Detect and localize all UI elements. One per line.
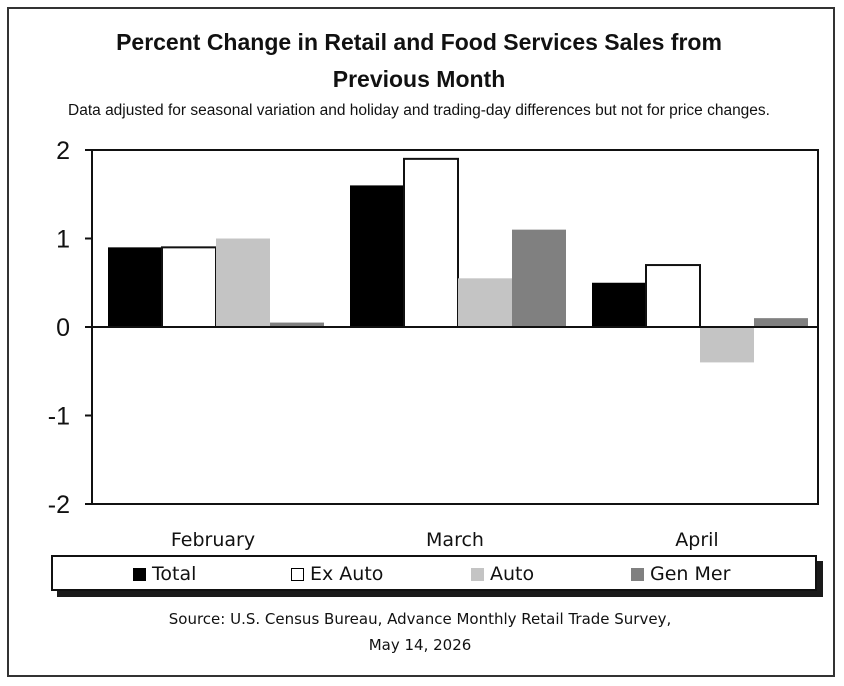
bar-auto-february — [216, 238, 270, 327]
bar-gen-mer-april — [754, 318, 808, 327]
legend-item-total: Total — [133, 563, 196, 585]
bar-auto-march — [458, 278, 512, 327]
source-line2: May 14, 2026 — [368, 636, 472, 654]
source-note: Source: U.S. Census Bureau, Advance Mont… — [20, 606, 820, 658]
bar-total-march — [350, 185, 404, 327]
legend-swatch-auto — [471, 567, 484, 581]
legend-label-total: Total — [152, 563, 197, 585]
y-tick-label: -1 — [48, 403, 70, 431]
legend-label-ex-auto: Ex Auto — [310, 563, 384, 585]
bar-total-february — [108, 247, 162, 327]
legend-item-ex-auto: Ex Auto — [291, 563, 383, 585]
source-line1: Source: U.S. Census Bureau, Advance Mont… — [168, 610, 672, 628]
x-category-label: February — [171, 529, 255, 551]
legend-item-gen-mer: Gen Mer — [631, 563, 730, 585]
bar-ex-auto-february — [161, 246, 217, 329]
legend-swatch-gen-mer — [631, 567, 644, 581]
y-tick-label: 1 — [56, 226, 70, 254]
legend: Total Ex Auto Auto Gen Mer — [51, 555, 817, 591]
chart-subtitle: Data adjusted for seasonal variation and… — [68, 102, 770, 119]
legend-swatch-total — [133, 567, 146, 581]
chart-title-line1: Percent Change in Retail and Food Servic… — [116, 29, 722, 55]
bar-gen-mer-february — [270, 322, 324, 327]
y-tick-label: 2 — [56, 137, 70, 165]
bar-gen-mer-march — [512, 229, 566, 327]
x-category-label: April — [675, 529, 718, 551]
y-tick-label: -2 — [48, 491, 70, 519]
chart-title-line2: Previous Month — [332, 66, 506, 92]
bar-total-april — [592, 282, 646, 327]
legend-swatch-ex-auto — [291, 567, 304, 581]
x-category-label: March — [426, 529, 484, 551]
legend-label-auto: Auto — [490, 563, 535, 585]
bar-auto-april — [700, 327, 754, 363]
bar-ex-auto-march — [403, 157, 459, 328]
y-tick-label: 0 — [56, 314, 70, 342]
legend-item-auto: Auto — [471, 563, 534, 585]
legend-label-gen-mer: Gen Mer — [650, 563, 731, 585]
bar-ex-auto-april — [645, 264, 701, 328]
